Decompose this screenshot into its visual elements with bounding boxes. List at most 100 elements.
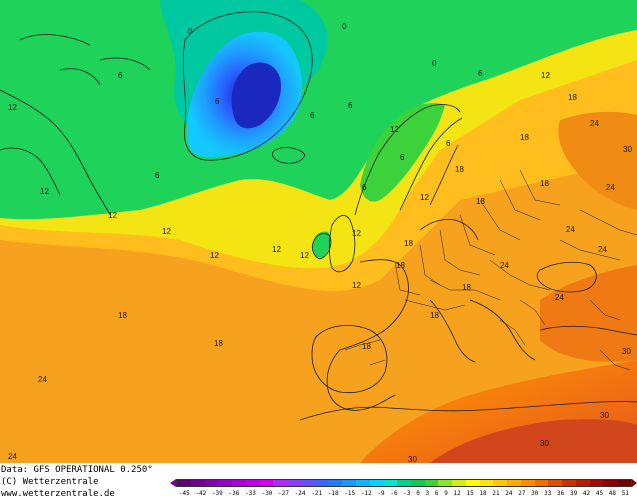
color-scale-tick-label: 18 [479,490,487,497]
color-scale-swatch [479,480,494,486]
far-east-warm [558,111,637,210]
contour-label: 18 [118,311,127,320]
sweden-finland [399,117,463,211]
color-scale-tick-label: 9 [444,490,448,497]
contour-label: 24 [8,452,17,461]
color-scale-tick-label: 15 [466,490,474,497]
contour-label: 6 [348,101,353,110]
color-scale-tick-label: -30 [261,490,273,497]
contour-label: 6 [400,153,405,162]
color-scale-swatch [617,480,631,486]
contour-label: 18 [455,165,464,174]
color-scale-swatch [245,480,260,486]
color-scale-tick-label: 45 [595,490,604,497]
contour-label: 0 [188,27,193,36]
model-info-text: Data: GFS OPERATIONAL 0.250° [1,465,153,475]
north-africa-hot [430,419,637,463]
color-scale-tick-label: 39 [569,490,578,497]
color-scale-tick-label: 24 [505,490,513,497]
contour-label: 18 [430,311,439,320]
color-scale-tick-label: -18 [327,490,339,497]
color-scale-tick-label: -12 [360,490,372,497]
contour-label: 12 [210,251,219,260]
color-scale-ticks: -45 -42 -39 -36 -33 -30 -27 -24 -21 -18 -15 -12 -9 -6… [176,489,632,499]
color-scale-tick-label: -42 [195,490,207,497]
color-scale-swatch [355,480,370,486]
color-scale-swatch [520,480,535,486]
black-sea-coast [536,261,597,293]
green-band [0,0,637,220]
scale-min-arrow-icon [170,479,176,487]
ireland-green [311,231,331,258]
color-scale-swatch [190,480,205,486]
contour-label: 18 [568,93,577,102]
map-footer: Data: GFS OPERATIONAL 0.250° (C) Wetterz… [0,463,637,500]
color-scale-swatch [383,480,397,486]
contour-label: 30 [600,411,609,420]
contour-label: 0 [432,59,437,68]
contour-label: 24 [606,183,615,192]
color-scale-swatch [452,480,466,486]
contour-label: 12 [272,245,281,254]
iceland-coast [271,147,306,164]
color-scale-swatch [259,480,274,486]
country-borders [344,169,637,371]
contour-label: 30 [623,145,632,154]
contour-label: 24 [500,261,509,270]
contour-label: 18 [362,342,371,351]
color-scale-tick-label: -3 [403,490,411,497]
coastlines [0,11,637,421]
copyright-text: (C) Wetterzentrale [1,477,99,487]
color-scale-swatch [300,480,315,486]
color-scale-swatch [589,480,604,486]
contour-label: 12 [352,229,361,238]
color-scale-tick-label: -15 [344,490,356,497]
temperature-color-scale [176,479,632,487]
color-scale-tick-label: 42 [582,490,591,497]
color-scale-swatch [369,480,384,486]
contour-label: 6 [215,97,220,106]
hudson-coast [0,147,61,196]
color-scale-tick-label: -39 [211,490,223,497]
contour-label: 6 [478,69,483,78]
color-scale-tick-label: -36 [228,490,240,497]
contour-label: 30 [540,439,549,448]
greenland-coast [182,11,313,161]
color-scale-tick-label: 33 [544,490,552,497]
color-scale-swatch [273,480,287,486]
contour-label: 6 [155,171,160,180]
ireland-coast [312,233,332,260]
contour-label: 30 [408,455,417,463]
border-lines-2 [344,209,637,366]
color-scale-swatch [424,480,439,486]
color-scale-swatch [575,480,590,486]
contour-label: 24 [555,293,564,302]
britain-coast [328,215,356,273]
color-scale-swatch [314,480,329,486]
color-scale-tick-label: 21 [492,490,500,497]
contour-label: 12 [420,193,429,202]
contour-label: 18 [404,239,413,248]
color-scale-tick-label: 3 [425,490,430,497]
color-scale-tick-label: 30 [531,490,539,497]
border-lines-1 [394,169,561,296]
contour-label: 6 [118,71,123,80]
color-scale-tick-label: 27 [518,490,526,497]
contour-label: 12 [390,125,399,134]
contour-label: 12 [162,227,171,236]
canada-coast [0,89,111,216]
color-scale-tick-label: -27 [278,490,289,497]
europe-coast [326,259,409,411]
italy-coast [429,299,476,363]
contour-label: 30 [622,347,631,356]
color-scale-swatch [465,480,480,486]
color-scale-swatch [534,480,549,486]
color-scale-swatch [548,480,562,486]
color-scale-tick-label: -21 [311,490,323,497]
color-scale-swatch [410,480,425,486]
contour-labels: 0 0 0 12 6 6 6 12 6 12 6 6 12 12 18 24 3… [8,22,632,463]
baltic-coast [419,219,479,241]
contour-label: 18 [520,133,529,142]
east-warm-region [540,265,637,362]
color-scale-swatch [328,480,342,486]
